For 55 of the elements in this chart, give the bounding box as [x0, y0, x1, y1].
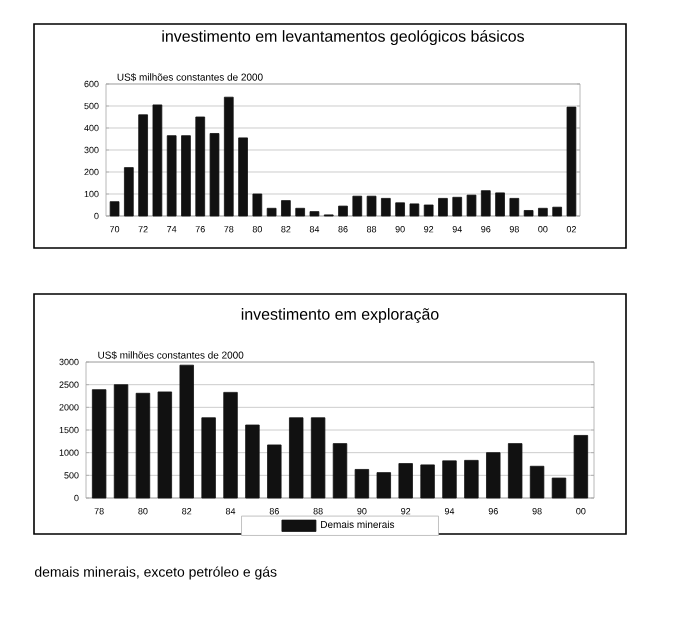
bar: [223, 96, 234, 217]
bar: [179, 364, 194, 499]
bar: [523, 210, 534, 217]
bar: [267, 444, 282, 499]
bar: [245, 424, 260, 499]
bar: [252, 193, 263, 217]
bar: [310, 417, 326, 499]
bar: [438, 198, 448, 217]
bar: [238, 137, 248, 217]
bar: [338, 205, 348, 217]
bar: [352, 195, 363, 217]
bar: [152, 104, 163, 217]
bar: [332, 443, 348, 499]
bar: [464, 459, 479, 499]
bar: [480, 190, 491, 217]
bar: [466, 194, 477, 217]
bar: [109, 201, 120, 217]
bar: [289, 417, 304, 499]
bar: [442, 460, 457, 499]
bar: [381, 198, 391, 217]
bar: [209, 133, 220, 217]
bar: [113, 384, 129, 499]
bar: [395, 202, 405, 217]
bar: [398, 463, 413, 499]
bar: [551, 477, 567, 499]
bar: [566, 106, 577, 217]
bar: [452, 196, 463, 217]
bar: [420, 464, 435, 499]
bar: [281, 200, 291, 217]
bar: [552, 206, 562, 217]
bar: [181, 135, 191, 217]
bar: [354, 469, 370, 499]
bar: [295, 207, 305, 217]
bar: [529, 465, 545, 499]
bar: [376, 472, 391, 499]
bar: [423, 204, 434, 217]
bar: [223, 391, 238, 499]
bar: [366, 195, 377, 217]
bar: [195, 116, 206, 217]
bar: [309, 211, 320, 217]
bar: [507, 443, 523, 499]
bar: [538, 207, 548, 217]
bar: [166, 135, 177, 217]
bar: [509, 198, 520, 217]
bar: [91, 389, 107, 499]
bar: [201, 417, 216, 499]
bar: [486, 452, 501, 499]
bar: [266, 207, 277, 217]
bar: [409, 203, 420, 217]
bar: [157, 391, 173, 499]
bar: [124, 167, 134, 217]
bar: [573, 435, 589, 499]
bar: [135, 392, 151, 499]
bar: [495, 192, 505, 217]
bar: [138, 114, 148, 217]
